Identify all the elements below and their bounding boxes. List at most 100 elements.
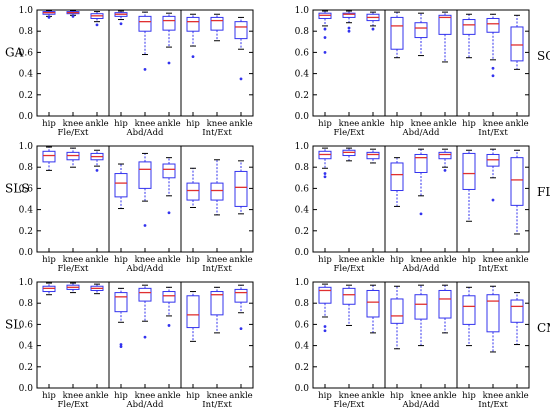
- y-tick-label: 0.2: [295, 363, 309, 373]
- panel-label: SL: [5, 318, 21, 332]
- box-ankle: [162, 286, 176, 327]
- box-knee: [342, 147, 356, 162]
- outlier-point: [143, 335, 147, 339]
- outlier-point: [323, 172, 327, 175]
- y-tick-label: 0.0: [19, 248, 34, 258]
- x-tick-label-knee: knee: [135, 391, 156, 401]
- outlier-point: [143, 224, 147, 227]
- x-tick-label-knee: knee: [411, 255, 432, 265]
- box-ankle: [438, 284, 452, 334]
- outlier-point: [95, 23, 99, 27]
- box-hip: [462, 13, 476, 59]
- panel-label: GA: [5, 46, 24, 60]
- x-tick-label-ankle: ankle: [229, 255, 252, 265]
- outlier-point: [143, 67, 147, 71]
- box-hip: [186, 167, 200, 208]
- box-hip: [318, 10, 332, 54]
- y-tick-label: 1.0: [295, 278, 310, 288]
- group-label: Int/Ext: [202, 400, 232, 410]
- box-iqr: [138, 15, 152, 32]
- box-knee: [210, 159, 224, 216]
- y-tick-label: 0.0: [295, 248, 310, 258]
- outlier-point: [491, 198, 495, 202]
- outlier-point: [347, 26, 351, 30]
- outlier-point: [323, 51, 327, 54]
- x-tick-label-ankle: ankle: [157, 391, 180, 401]
- outlier-point: [119, 343, 123, 346]
- y-tick-label: 0.8: [19, 27, 34, 37]
- outlier-point: [323, 36, 327, 39]
- x-tick-label-knee: knee: [483, 391, 504, 401]
- outlier-point: [491, 66, 495, 70]
- x-tick-label-hip: hip: [42, 255, 56, 265]
- x-tick-label-ankle: ankle: [85, 255, 108, 265]
- group-label: Int/Ext: [478, 400, 508, 410]
- outlier-point: [119, 22, 123, 26]
- x-tick-label-knee: knee: [339, 391, 360, 401]
- box-knee: [138, 284, 152, 339]
- x-tick-label-knee: knee: [339, 119, 360, 129]
- x-tick-label-ankle: ankle: [157, 255, 180, 265]
- box-iqr: [390, 16, 404, 50]
- x-tick-label-hip: hip: [186, 119, 200, 129]
- panel-label: CMJ: [537, 321, 550, 335]
- box-hip: [114, 10, 128, 26]
- box-iqr: [138, 287, 152, 302]
- outlier-point: [167, 61, 171, 65]
- x-tick-label-ankle: ankle: [433, 255, 456, 265]
- y-tick-label: 0.2: [19, 363, 33, 373]
- box-iqr: [210, 182, 224, 201]
- outlier-point: [191, 55, 195, 59]
- box-hip: [462, 286, 476, 347]
- box-hip: [318, 147, 332, 179]
- y-tick-label: 0.4: [19, 70, 34, 80]
- x-tick-label-hip: hip: [318, 119, 332, 129]
- y-tick-label: 0.4: [19, 342, 34, 352]
- outlier-point: [239, 327, 243, 331]
- box-ankle: [366, 11, 380, 31]
- x-tick-label-hip: hip: [390, 119, 404, 129]
- outlier-point: [239, 77, 243, 81]
- y-tick-label: 0.0: [295, 384, 310, 394]
- box-iqr: [186, 16, 200, 32]
- x-tick-label-knee: knee: [483, 119, 504, 129]
- box-ankle: [438, 11, 452, 63]
- x-tick-label-hip: hip: [462, 119, 476, 129]
- outlier-point: [323, 325, 327, 328]
- outlier-point: [323, 27, 327, 31]
- box-iqr: [186, 295, 200, 329]
- box-iqr: [486, 17, 500, 33]
- box-hip: [42, 282, 56, 296]
- x-tick-label-ankle: ankle: [361, 391, 384, 401]
- group-label: Int/Ext: [202, 128, 232, 138]
- x-tick-label-hip: hip: [318, 255, 332, 265]
- box-knee: [210, 286, 224, 334]
- outlier-point: [167, 211, 171, 215]
- x-tick-label-knee: knee: [411, 119, 432, 129]
- x-tick-label-hip: hip: [186, 255, 200, 265]
- group-label: Fle/Ext: [58, 264, 90, 274]
- y-tick-label: 1.0: [19, 6, 34, 16]
- y-tick-label: 0.4: [295, 70, 310, 80]
- y-tick-label: 0.8: [19, 163, 34, 173]
- panel-label: FL: [537, 185, 550, 199]
- x-tick-label-ankle: ankle: [505, 119, 528, 129]
- y-tick-label: 0.4: [295, 206, 310, 216]
- x-tick-label-knee: knee: [411, 391, 432, 401]
- box-iqr: [438, 289, 452, 319]
- box-knee: [138, 152, 152, 227]
- box-knee: [342, 10, 356, 33]
- y-tick-label: 1.0: [19, 142, 34, 152]
- x-tick-label-hip: hip: [114, 255, 128, 265]
- y-tick-label: 0.8: [295, 27, 310, 37]
- x-tick-label-hip: hip: [186, 391, 200, 401]
- box-iqr: [462, 295, 476, 325]
- y-tick-label: 0.6: [19, 48, 34, 58]
- box-iqr: [138, 161, 152, 189]
- box-iqr: [510, 299, 524, 323]
- box-iqr: [414, 294, 428, 320]
- box-hip: [42, 146, 56, 171]
- x-tick-label-ankle: ankle: [505, 391, 528, 401]
